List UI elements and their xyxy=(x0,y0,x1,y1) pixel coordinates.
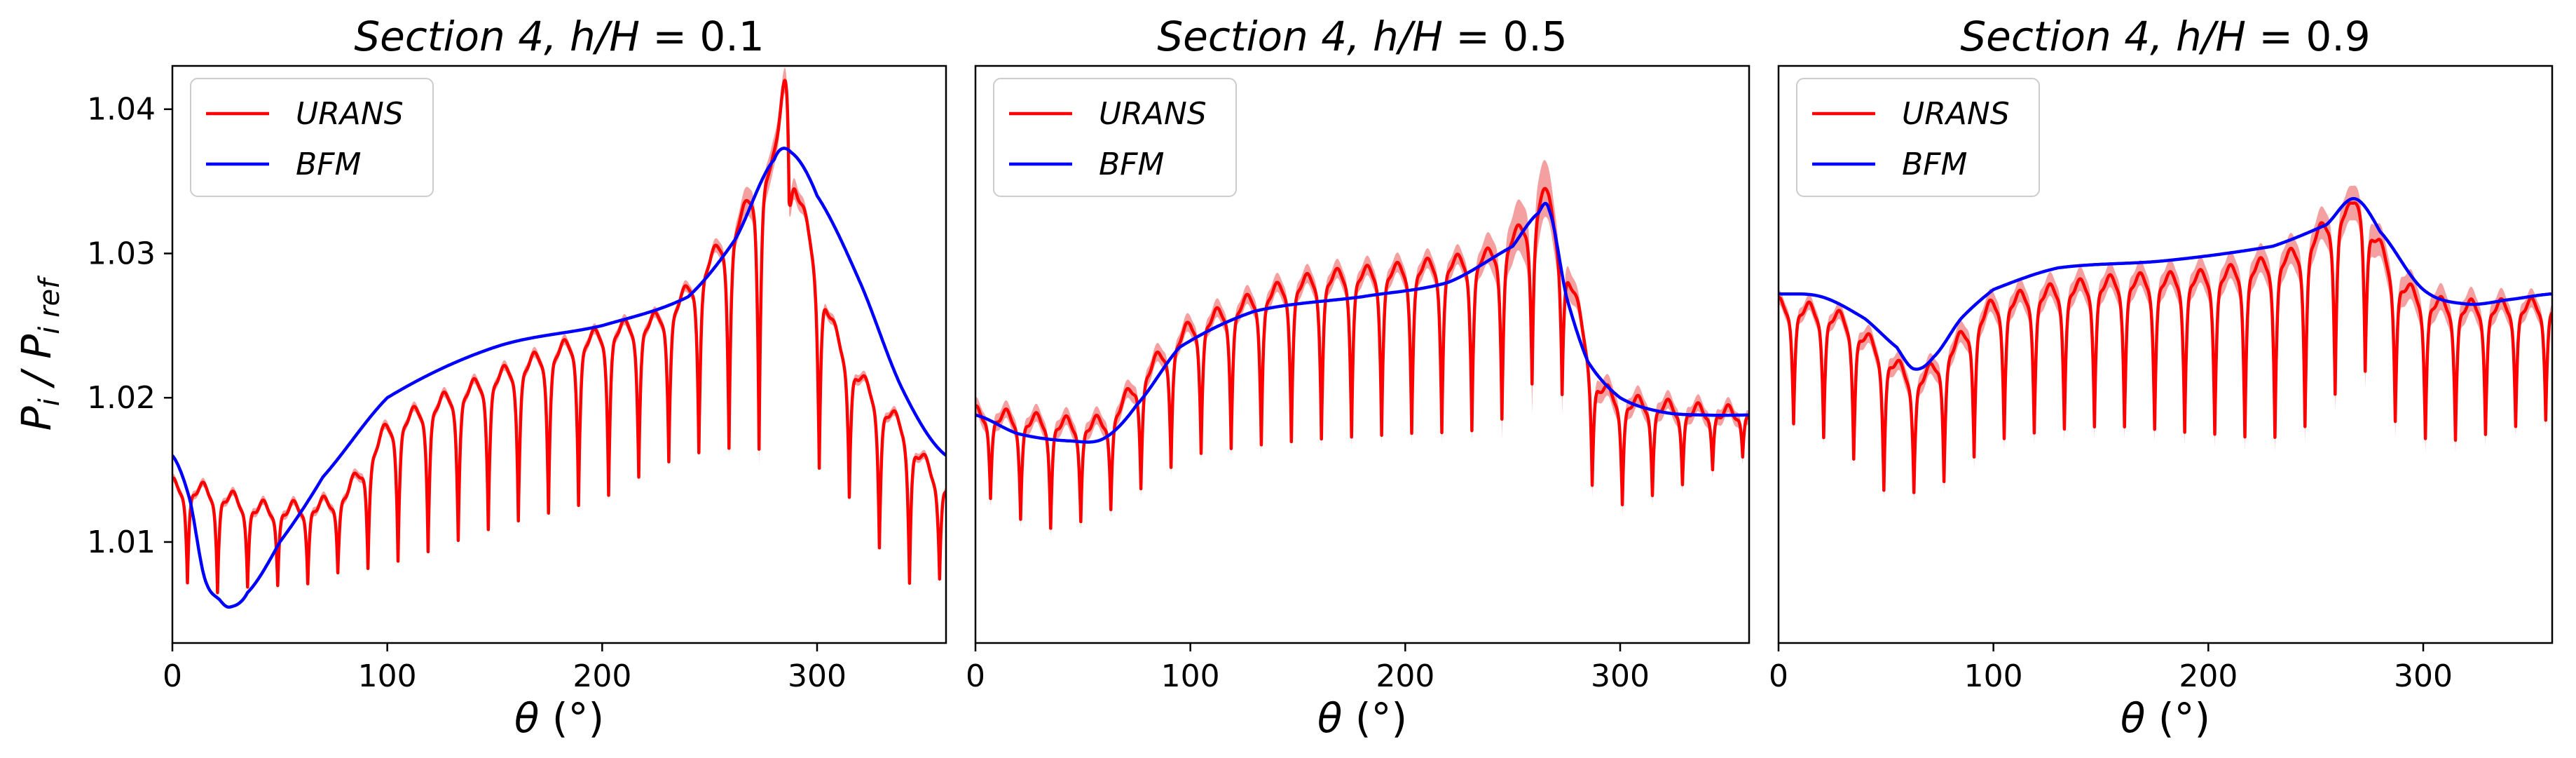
x-axis: 0 100 200 300 xyxy=(1769,643,2453,694)
x-axis-label-symbol: θ xyxy=(514,694,540,742)
plot-area xyxy=(1779,185,2552,503)
legend: URANS BFM xyxy=(190,78,434,197)
title-value: 0.1 xyxy=(699,13,764,60)
x-tick-label: 100 xyxy=(358,658,417,694)
title-ratio: h/H xyxy=(1373,13,1443,60)
y-tick-label: 1.04 xyxy=(87,92,156,128)
x-axis-label: θ (°) xyxy=(2121,694,2210,742)
subplots: 0 100 200 300 1.01 1.02 1.03 1.04 Section 4, h/H… xyxy=(87,13,2554,742)
legend-label-bfm: BFM xyxy=(296,147,361,182)
title-value: 0.9 xyxy=(2306,13,2370,60)
bfm-line xyxy=(975,201,1749,444)
legend-label-urans: URANS xyxy=(1099,96,1207,132)
legend: URANS BFM xyxy=(993,78,1237,197)
plot-area xyxy=(172,67,946,609)
urans-uncertainty-band xyxy=(975,160,1749,538)
title-eq: = xyxy=(640,13,699,60)
axes-frame xyxy=(1777,65,2554,644)
x-tick-label: 300 xyxy=(2394,658,2453,694)
bfm-line xyxy=(1779,196,2552,371)
x-axis-label: θ (°) xyxy=(1317,694,1407,742)
title-ratio: h/H xyxy=(570,13,640,60)
subplot-title: Section 4, h/H = 0.1 xyxy=(354,13,764,60)
x-axis-label-symbol: θ xyxy=(1317,694,1343,742)
legend-label-bfm: BFM xyxy=(1902,147,1967,182)
y-axis-label: Pi / Pi ref xyxy=(13,275,66,431)
subplot-3: 0 100 200 300 Section 4, h/H = 0.9 θ (°) URANS… xyxy=(1769,13,2554,742)
subplot-title: Section 4, h/H = 0.5 xyxy=(1157,13,1567,60)
x-tick-label: 100 xyxy=(1964,658,2023,694)
axes-frame xyxy=(171,65,947,644)
x-tick-label: 100 xyxy=(1161,658,1220,694)
legend-label-urans: URANS xyxy=(1902,96,2010,132)
x-axis: 0 100 200 300 xyxy=(966,643,1650,694)
title-eq: = xyxy=(1443,13,1502,60)
x-tick-label: 200 xyxy=(1376,658,1434,694)
y-tick-label: 1.02 xyxy=(87,380,156,416)
title-ratio: h/H xyxy=(2176,13,2246,60)
title-prefix: Section 4, xyxy=(354,13,570,60)
legend-label-urans: URANS xyxy=(296,96,404,132)
title-eq: = xyxy=(2246,13,2306,60)
legend-label-bfm: BFM xyxy=(1099,147,1164,182)
x-axis-label-unit: (°) xyxy=(1342,694,1407,742)
legend-frame xyxy=(993,78,1237,197)
x-tick-label: 0 xyxy=(966,658,985,694)
axes-frame xyxy=(974,65,1751,644)
title-prefix: Section 4, xyxy=(1960,13,2176,60)
y-tick-label: 1.01 xyxy=(87,524,156,560)
x-tick-label: 300 xyxy=(1591,658,1650,694)
title-prefix: Section 4, xyxy=(1157,13,1373,60)
legend-frame xyxy=(190,78,434,197)
x-axis-label: θ (°) xyxy=(514,694,604,742)
title-value: 0.5 xyxy=(1502,13,1567,60)
x-tick-label: 0 xyxy=(163,658,182,694)
x-tick-label: 200 xyxy=(2179,658,2238,694)
x-axis-label-symbol: θ xyxy=(2121,694,2146,742)
y-axis-label-text: Pi / Pi ref xyxy=(13,275,66,431)
bfm-line xyxy=(172,147,946,609)
urans-line xyxy=(1779,201,2552,494)
x-tick-label: 200 xyxy=(573,658,631,694)
urans-line xyxy=(975,187,1749,530)
y-tick-label: 1.03 xyxy=(87,236,156,271)
legend: URANS BFM xyxy=(1796,78,2040,197)
y-axis: 1.01 1.02 1.03 1.04 xyxy=(87,92,172,560)
urans-line xyxy=(172,79,946,595)
x-axis-label-unit: (°) xyxy=(2145,694,2210,742)
x-tick-label: 0 xyxy=(1769,658,1788,694)
subplot-title: Section 4, h/H = 0.9 xyxy=(1960,13,2370,60)
legend-frame xyxy=(1796,78,2040,197)
subplot-2: 0 100 200 300 Section 4, h/H = 0.5 θ (°) URANS… xyxy=(966,13,1751,742)
x-axis-label-unit: (°) xyxy=(539,694,604,742)
x-tick-label: 300 xyxy=(788,658,847,694)
x-axis: 0 100 200 300 xyxy=(163,643,847,694)
plot-area xyxy=(975,160,1749,538)
subplot-1: 0 100 200 300 1.01 1.02 1.03 1.04 Section 4, h/H… xyxy=(87,13,947,742)
